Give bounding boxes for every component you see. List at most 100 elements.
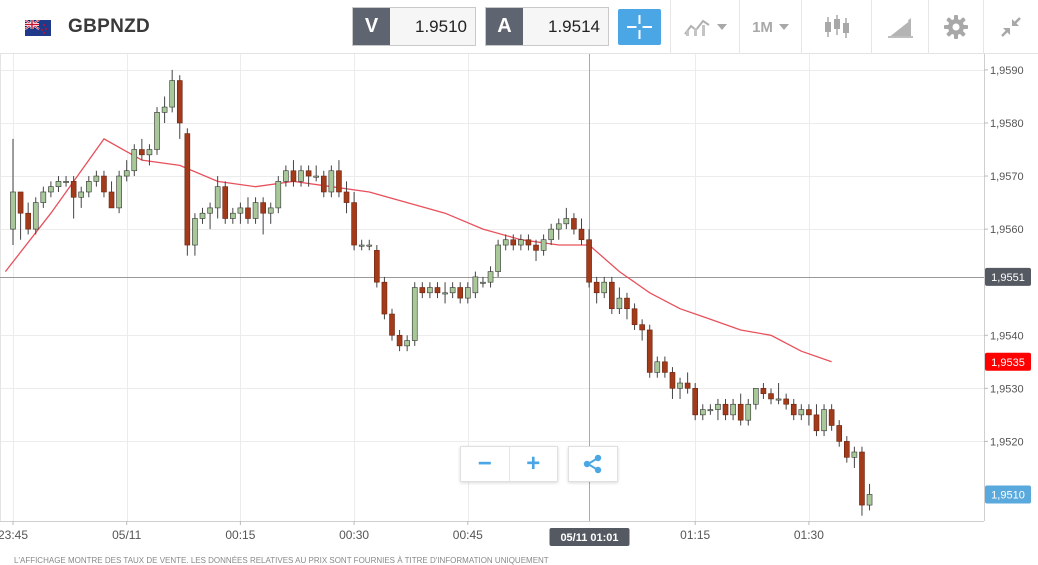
candle-body	[798, 409, 805, 416]
zoom-out-button[interactable]: −	[477, 450, 492, 477]
candle-body	[207, 207, 213, 214]
ma-price-label-bg	[985, 352, 1031, 371]
candle-body	[154, 112, 160, 150]
candle-body	[495, 244, 501, 272]
candle-body	[93, 175, 100, 182]
y-tick-label: 1,9540	[990, 330, 1024, 342]
candle-body	[866, 494, 873, 506]
candle-body	[10, 191, 16, 230]
share-button[interactable]	[568, 446, 618, 482]
candle-body	[351, 202, 357, 246]
candle-body	[245, 207, 251, 219]
candle-body	[828, 409, 835, 426]
candle-body	[487, 271, 494, 283]
candle-body	[851, 451, 858, 458]
candle-body	[843, 441, 850, 458]
buy-price-button[interactable]: A 1.9514	[485, 7, 609, 46]
candle-body	[313, 175, 320, 178]
candle-body	[131, 149, 138, 172]
candle-body	[540, 239, 547, 251]
buy-label: A	[486, 8, 523, 45]
candle-body	[298, 170, 304, 182]
candle-body	[404, 340, 410, 347]
candle-body	[609, 281, 615, 310]
crosshair-price-label-bg	[985, 267, 1031, 286]
candle-body	[662, 361, 668, 373]
moving-average-line	[4, 138, 832, 363]
candle-body	[616, 297, 623, 310]
crosshair-button[interactable]	[618, 9, 661, 45]
candle-body	[411, 287, 418, 341]
price-disclaimer: L'AFFICHAGE MONTRE DES TAUX DE VENTE. LE…	[14, 556, 549, 565]
candle-body	[260, 202, 266, 214]
candle-body	[252, 202, 259, 219]
zoom-in-button[interactable]: +	[508, 447, 558, 481]
candle-body	[366, 244, 373, 247]
share-icon	[583, 454, 602, 474]
crosshair-time-label: 05/11 01:01	[560, 532, 618, 544]
candle-body	[396, 334, 403, 347]
candle-body	[548, 228, 554, 241]
crosshair-icon	[627, 15, 652, 39]
chart-type-button[interactable]	[670, 0, 739, 54]
drawing-tools-icon	[888, 18, 913, 38]
candle-body	[389, 313, 395, 336]
candle-body	[116, 175, 122, 209]
candle-body	[427, 287, 433, 294]
candle-body	[101, 175, 107, 193]
candle-body	[123, 170, 130, 177]
ma-price-label: 1,9535	[991, 357, 1025, 369]
candle-body	[480, 281, 486, 284]
last-price-label-bg	[985, 485, 1031, 504]
candle-body	[821, 409, 827, 432]
candle-body	[146, 149, 153, 156]
chevron-down-icon	[717, 24, 727, 30]
candle-body	[192, 218, 198, 246]
candle-body	[639, 324, 645, 331]
candle-body	[699, 409, 706, 416]
candle-body	[267, 207, 274, 214]
candle-body	[328, 170, 335, 193]
candle-body	[343, 191, 350, 203]
candle-body	[586, 239, 592, 283]
chart-type-icon	[684, 19, 710, 36]
candle-body	[457, 287, 464, 299]
candle-body	[677, 382, 683, 389]
settings-button[interactable]	[928, 0, 983, 54]
x-tick-label: 23:45	[0, 528, 28, 542]
candle-body	[715, 403, 721, 410]
candle-body	[464, 287, 471, 299]
instrument-symbol: GBPNZD	[68, 16, 151, 37]
candle-body	[442, 292, 448, 295]
candle-body	[139, 149, 145, 156]
timeframe-dropdown[interactable]: 1M	[739, 0, 801, 54]
candle-body	[737, 403, 744, 421]
drawing-tools-button[interactable]	[871, 0, 928, 54]
candle-body	[169, 80, 175, 108]
candle-body	[275, 181, 282, 209]
candle-body	[593, 281, 600, 294]
candle-body	[283, 170, 289, 182]
candle-body	[176, 80, 183, 124]
collapse-icon	[1001, 17, 1021, 37]
candle-body	[290, 170, 297, 182]
candle-body	[63, 181, 69, 183]
candle-body	[336, 170, 342, 193]
candle-style-button[interactable]	[801, 0, 871, 54]
candle-body	[555, 223, 562, 230]
candle-body	[320, 175, 327, 193]
candle-body	[646, 329, 653, 373]
x-tick-label: 01:30	[794, 528, 824, 542]
x-tick-label: 00:45	[453, 528, 483, 542]
candle-body	[631, 308, 638, 325]
candle-body	[601, 281, 608, 294]
candle-body	[48, 186, 54, 193]
candle-body	[760, 388, 767, 394]
timeframe-label: 1M	[752, 18, 773, 36]
collapse-button[interactable]	[983, 0, 1038, 54]
price-chart[interactable]: 1,9590 1,9580 1,9570 1,9560 1,9540 1,9530 1,95…	[0, 54, 1038, 556]
sell-price-button[interactable]: V 1.9510	[352, 7, 476, 46]
candle-body	[55, 181, 62, 187]
y-tick-label: 1,9570	[990, 171, 1024, 183]
candle-body	[17, 191, 24, 214]
